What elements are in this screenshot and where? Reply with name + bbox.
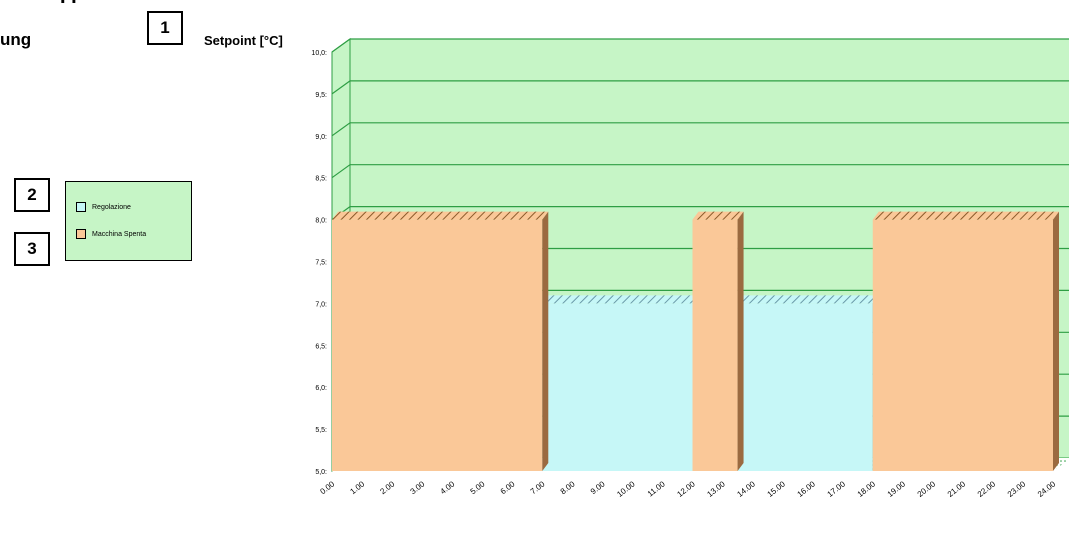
callout-3: 3 (14, 232, 50, 266)
x-tick-label: 18.00 (856, 479, 878, 499)
x-tick-label: 22.00 (976, 479, 998, 499)
x-tick-label: 3.00 (409, 479, 427, 496)
y-tick-label: 9,0: (315, 134, 327, 141)
callout-2: 2 (14, 178, 50, 212)
y-tick-label: 6,0: (315, 385, 327, 392)
x-tick-label: 0.00 (318, 479, 336, 496)
cropped-heading-fragment: I I (60, 0, 77, 9)
y-tick-label: 6,5: (315, 343, 327, 350)
legend-item-macchina-spenta: Macchina Spenta (76, 229, 146, 239)
y-tick-label: 5,5: (315, 427, 327, 434)
y-tick-label: 5,0: (315, 469, 327, 476)
x-tick-label: 6.00 (499, 479, 517, 496)
bar-top-regolazione (737, 295, 879, 304)
y-tick-label: 7,0: (315, 301, 327, 308)
bar-side-macchina-spenta (542, 211, 549, 471)
y-tick-label: 8,0: (315, 218, 327, 225)
x-tick-label: 10.00 (615, 479, 637, 499)
x-tick-label: 4.00 (439, 479, 457, 496)
y-tick-label: 10,0: (311, 50, 327, 57)
bar-regolazione (737, 303, 873, 471)
legend-label-macchina-spenta: Macchina Spenta (92, 230, 147, 238)
x-tick-label: 1.00 (348, 479, 366, 496)
x-tick-label: 8.00 (559, 479, 577, 496)
callout-1: 1 (147, 11, 183, 45)
legend-item-regolazione: Regolazione (76, 202, 131, 212)
bar-macchina-spenta (332, 219, 543, 471)
x-tick-label: 12.00 (675, 479, 697, 499)
gridline-depth (331, 164, 351, 179)
x-tick-label: 7.00 (529, 479, 547, 496)
bar-macchina-spenta (872, 219, 1053, 471)
y-axis-label: Setpoint [°C] (204, 33, 283, 48)
legend-label-regolazione: Regolazione (92, 203, 131, 211)
x-tick-label: 17.00 (826, 479, 848, 499)
bar-top-regolazione (542, 295, 699, 304)
x-tick-label: 23.00 (1006, 479, 1028, 499)
y-tick-label: 7,5: (315, 260, 327, 267)
x-tick-label: 19.00 (886, 479, 908, 499)
y-tick-label: 9,5: (315, 92, 327, 99)
x-tick-label: 16.00 (796, 479, 818, 499)
bar-side-macchina-spenta (1053, 211, 1059, 471)
x-tick-label: 11.00 (646, 479, 667, 498)
legend-swatch-macchina-spenta (76, 229, 86, 239)
legend-swatch-regolazione (76, 202, 86, 212)
gridline-depth (331, 122, 351, 137)
gridline-depth (331, 80, 351, 95)
x-tick-label: 21.00 (946, 479, 968, 499)
x-tick-label: 14.00 (735, 479, 757, 499)
cropped-title-fragment: ung (0, 30, 32, 49)
x-tick-label: 5.00 (469, 479, 487, 496)
bar-top-macchina-spenta (872, 211, 1059, 220)
x-tick-label: 24.00 (1036, 479, 1058, 499)
bar-macchina-spenta (692, 219, 738, 471)
bar-top-macchina-spenta (692, 211, 744, 220)
gridline-depth (331, 38, 351, 53)
x-tick-label: 20.00 (916, 479, 938, 499)
x-tick-label: 2.00 (378, 479, 396, 496)
chart-legend: Regolazione Macchina Spenta (65, 181, 192, 261)
x-tick-label: 9.00 (589, 479, 607, 496)
bar-top-macchina-spenta (332, 211, 549, 220)
x-tick-label: 15.00 (766, 479, 788, 499)
x-tick-label: 13.00 (705, 479, 727, 499)
bar-regolazione (542, 303, 693, 471)
bar-side-macchina-spenta (737, 211, 744, 471)
y-tick-label: 8,5: (315, 176, 327, 183)
